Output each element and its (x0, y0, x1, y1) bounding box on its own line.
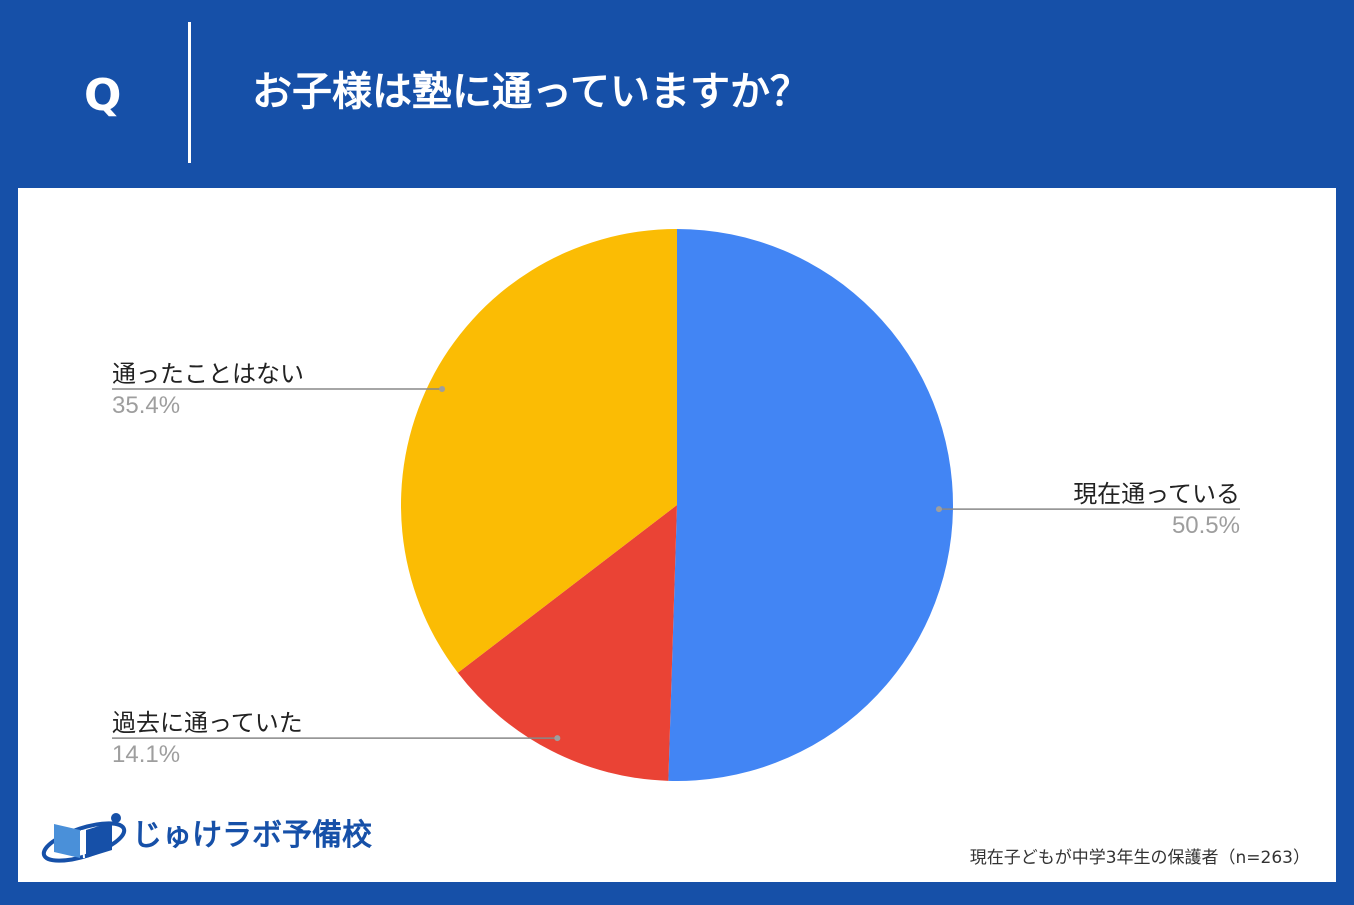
pie-chart: 現在通っている 50.5% 過去に通っていた 14.1% 通ったことはない 35.4% (112, 229, 1240, 781)
slice-label-3: 通ったことはない (112, 360, 304, 388)
question-mark-label: Q (84, 70, 122, 121)
leader-dot-2 (554, 735, 561, 742)
logo: じゅけラボ予備校 (40, 806, 372, 866)
pie-slice-2 (457, 505, 677, 781)
book-icon (41, 813, 127, 863)
question-title: お子様は塾に通っていますか？ (252, 69, 810, 115)
header-divider (188, 22, 191, 163)
logo-text: じゅけラボ予備校 (132, 818, 372, 853)
slice-label-2: 過去に通っていた (112, 709, 303, 737)
pie-slice-3 (400, 229, 677, 673)
slice-label-1: 現在通っている (1073, 480, 1240, 508)
slice-value-3: 35.4% (112, 392, 180, 419)
sample-note: 現在子どもが中学3年生の保護者（n=263） (969, 848, 1310, 868)
leader-dot-3 (439, 385, 446, 392)
pie-slice-1 (668, 229, 953, 781)
chart-panel: 現在通っている 50.5% 過去に通っていた 14.1% 通ったことはない 35.4% じ… (18, 188, 1336, 882)
slice-value-2: 14.1% (112, 741, 180, 768)
header-bar: Q お子様は塾に通っていますか？ (0, 0, 1354, 188)
slice-value-1: 50.5% (1172, 512, 1240, 539)
leader-dot-1 (935, 506, 942, 513)
